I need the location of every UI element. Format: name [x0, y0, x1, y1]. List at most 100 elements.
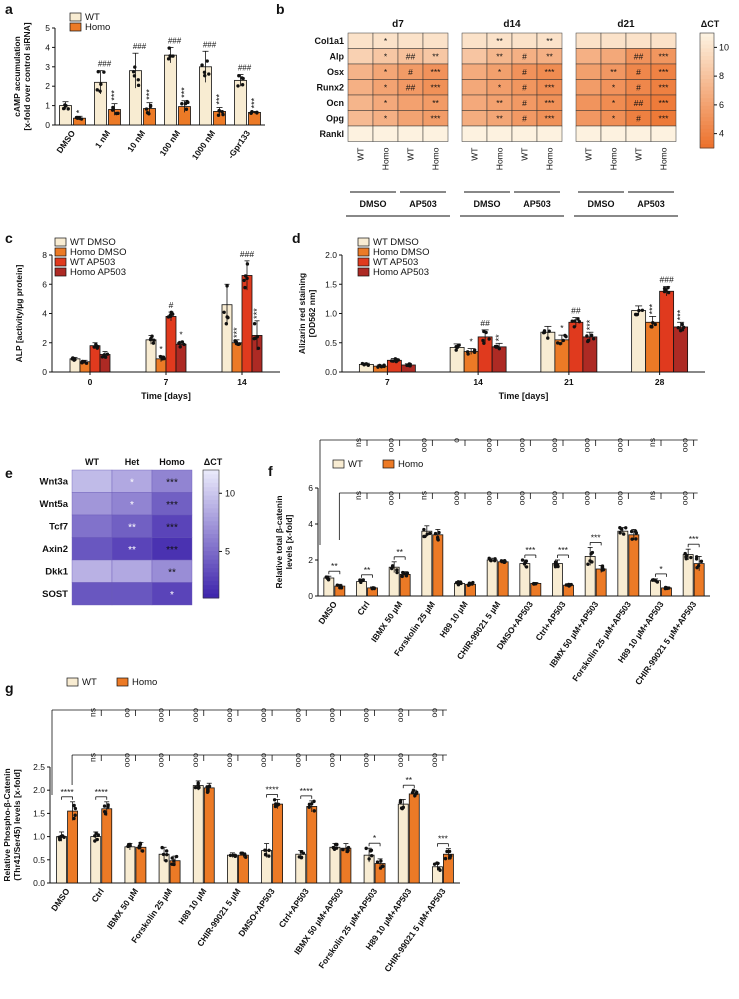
- scale-cell: [203, 508, 219, 514]
- data-point: [445, 849, 449, 854]
- y-axis-label: [OD562 nm]: [307, 289, 317, 337]
- y-tick-label: 0: [308, 591, 313, 601]
- significance-label: ***: [545, 67, 556, 77]
- data-point: [183, 101, 188, 106]
- heatmap-cell: [461, 125, 488, 142]
- data-point: [633, 529, 638, 534]
- data-point: [161, 356, 165, 360]
- legend-label: WT: [348, 459, 363, 470]
- data-point: [241, 76, 245, 81]
- heatmap-cell: [461, 79, 488, 96]
- data-point: [454, 348, 458, 352]
- legend-label: Homo: [398, 459, 423, 470]
- heatmap-cell: [575, 125, 602, 142]
- data-point: [299, 850, 304, 854]
- heatmap-cell: [397, 110, 424, 127]
- significance-label: ***: [659, 67, 670, 77]
- scale-cell: [700, 67, 714, 72]
- data-point: [401, 570, 405, 575]
- data-point: [369, 854, 374, 858]
- scale-cell: [203, 495, 219, 501]
- x-tick-label: Ctrl: [89, 886, 106, 904]
- data-point: [400, 806, 404, 811]
- row-label: SOST: [42, 589, 68, 600]
- comparison-label: ooo: [224, 753, 234, 767]
- significance-label: ###: [98, 60, 112, 69]
- significance-label: **: [168, 567, 176, 578]
- data-point: [379, 859, 383, 863]
- comparison-label: ns: [87, 708, 97, 717]
- row-label: Alp: [330, 51, 345, 61]
- scale-cell: [203, 563, 219, 569]
- data-point: [200, 63, 204, 67]
- data-point: [242, 278, 246, 283]
- data-point: [196, 786, 201, 790]
- legend-label: WT: [82, 677, 97, 688]
- data-point: [273, 804, 278, 809]
- significance-label: *: [384, 51, 388, 61]
- significance-label: ****: [60, 787, 74, 797]
- treatment-label: AP503: [637, 199, 665, 209]
- data-point: [502, 558, 507, 563]
- bar: [203, 787, 215, 884]
- comparison-label: o: [451, 438, 461, 443]
- data-point: [368, 849, 373, 853]
- comparison-label: ooo: [516, 491, 526, 505]
- bar: [554, 339, 570, 373]
- comparison-label: ooo: [549, 438, 559, 452]
- data-point: [233, 853, 237, 857]
- data-point: [422, 527, 426, 532]
- data-point: [326, 578, 331, 582]
- data-point: [591, 337, 596, 341]
- legend-swatch: [357, 257, 370, 267]
- heatmap-cell: [600, 32, 627, 49]
- significance-label: **: [364, 565, 371, 575]
- data-point: [572, 325, 576, 329]
- treatment-label: AP503: [523, 199, 551, 209]
- comparison-label: ooo: [680, 438, 690, 452]
- comparison-label: ooo: [680, 491, 690, 505]
- significance-label: ###: [133, 42, 147, 51]
- data-point: [489, 558, 493, 563]
- panel-label: g: [5, 680, 14, 696]
- scale-cell: [700, 98, 714, 103]
- x-tick-label: 7: [164, 377, 169, 387]
- scale-cell: [203, 534, 219, 539]
- data-point: [99, 82, 103, 86]
- data-point: [389, 359, 394, 363]
- comparison-label: ooo: [549, 491, 559, 505]
- data-point: [147, 112, 151, 116]
- significance-label: *: [384, 113, 388, 123]
- legend-swatch: [54, 257, 67, 267]
- y-tick-label: 0.0: [33, 878, 45, 888]
- group-label: d7: [392, 19, 404, 30]
- significance-label: ***: [110, 90, 120, 101]
- bar: [582, 336, 598, 373]
- heatmap-cell: [347, 48, 374, 65]
- scale-cell: [203, 474, 219, 480]
- bar: [497, 561, 509, 597]
- data-point: [467, 581, 472, 585]
- data-point: [547, 329, 551, 333]
- heatmap-cell: [347, 125, 374, 142]
- significance-label: #: [522, 113, 527, 123]
- data-point: [137, 846, 141, 850]
- y-axis-label: (Thr41/Ser45) levels [x-fold]: [12, 769, 22, 881]
- data-point: [633, 312, 638, 317]
- column-label: WT: [520, 148, 530, 161]
- column-label: Homo: [381, 147, 391, 170]
- bar: [519, 563, 531, 597]
- heatmap-cell: [600, 48, 627, 65]
- data-point: [666, 290, 671, 295]
- significance-label: ***: [180, 87, 190, 98]
- row-label: Osx: [327, 67, 344, 77]
- data-point: [94, 831, 98, 835]
- data-point: [144, 107, 149, 111]
- data-point: [274, 802, 278, 806]
- data-point: [252, 322, 257, 326]
- data-point: [650, 325, 654, 329]
- significance-label: **: [128, 522, 136, 533]
- bar: [650, 580, 661, 597]
- row-label: Runx2: [316, 82, 344, 92]
- heatmap-cell: [347, 94, 374, 111]
